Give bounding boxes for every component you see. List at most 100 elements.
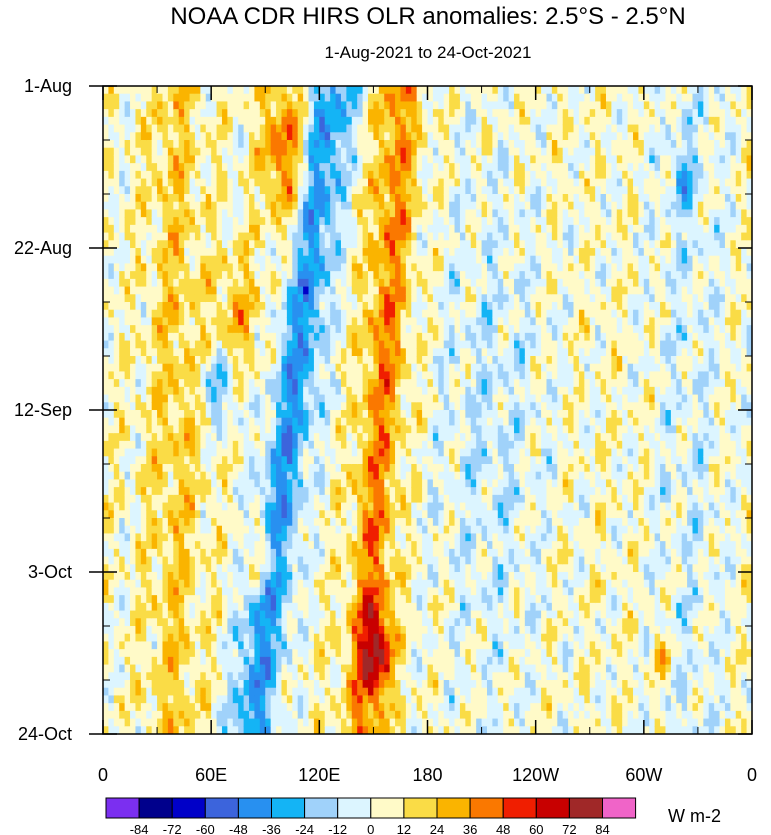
heat-cell (351, 132, 358, 141)
heat-cell (416, 86, 423, 95)
heat-cell (146, 587, 153, 596)
heat-cell (340, 109, 347, 118)
heat-cell (119, 379, 126, 388)
heat-cell (297, 263, 304, 272)
heat-cell (259, 325, 266, 334)
heat-cell (221, 217, 228, 226)
heat-cell (227, 209, 234, 218)
heat-cell (173, 471, 180, 481)
heat-cell (189, 302, 196, 311)
heat-cell (130, 510, 137, 519)
heat-cell (221, 579, 228, 589)
heat-cell (357, 263, 364, 272)
heat-cell (373, 448, 380, 457)
heat-cell (200, 402, 207, 411)
heat-cell (292, 363, 299, 373)
heat-cell (303, 294, 310, 303)
heat-cell (330, 371, 337, 380)
heat-cell (194, 132, 201, 141)
heat-cell (238, 348, 245, 357)
heat-cell (211, 494, 218, 504)
heat-cell (351, 502, 358, 511)
heat-cell (254, 703, 261, 712)
heat-cell (319, 356, 326, 365)
heat-cell (189, 155, 196, 164)
heat-cell (113, 140, 120, 149)
heat-cell (157, 317, 164, 326)
heat-cell (400, 147, 407, 157)
heat-cell (189, 232, 196, 241)
heat-cell (346, 132, 353, 141)
heat-cell (124, 664, 131, 673)
heat-cell (157, 579, 164, 589)
heat-cell (378, 525, 385, 535)
heat-cell (281, 541, 288, 550)
heat-cell (259, 379, 266, 388)
heat-cell (173, 464, 180, 473)
heat-cell (308, 309, 315, 319)
heat-cell (292, 510, 299, 519)
heat-cell (281, 263, 288, 272)
heat-cell (124, 240, 131, 249)
heat-cell (362, 394, 369, 403)
heat-cell (173, 494, 180, 504)
heat-cell (227, 710, 234, 720)
heat-cell (130, 132, 137, 141)
heat-cell (335, 518, 342, 527)
heat-cell (362, 556, 369, 565)
heat-cell (205, 633, 212, 643)
heat-cell (286, 124, 293, 133)
heat-cell (405, 178, 412, 187)
heat-cell (249, 140, 256, 149)
heat-cell (357, 302, 364, 311)
heat-cell (189, 710, 196, 720)
heat-cell (286, 440, 293, 450)
heat-cell (384, 572, 391, 581)
heat-cell (130, 541, 137, 550)
heat-cell (113, 518, 120, 527)
heat-cell (259, 240, 266, 249)
heat-cell (103, 533, 110, 542)
heat-cell (319, 687, 326, 697)
heat-cell (340, 633, 347, 643)
heat-cell (243, 124, 250, 133)
heat-cell (330, 386, 337, 396)
heat-cell (340, 572, 347, 581)
heat-cell (184, 464, 191, 473)
heat-cell (297, 155, 304, 164)
heat-cell (324, 394, 331, 403)
heat-cell (238, 248, 245, 257)
heat-cell (281, 163, 288, 172)
heat-cell (276, 433, 283, 442)
heat-cell (259, 101, 266, 110)
heat-cell (259, 86, 266, 95)
heat-cell (357, 533, 364, 542)
heat-cell (119, 687, 126, 697)
heat-cell (173, 386, 180, 396)
heat-cell (405, 525, 412, 535)
heat-cell (151, 402, 158, 411)
heat-cell (146, 93, 153, 103)
heat-cell (297, 703, 304, 712)
heat-cell (270, 410, 277, 419)
heat-cell (238, 710, 245, 720)
heat-cell (270, 610, 277, 619)
heat-cell (368, 579, 375, 589)
heat-cell (395, 579, 402, 589)
heat-cell (340, 518, 347, 527)
heat-cell (146, 494, 153, 504)
heat-cell (178, 209, 185, 218)
heat-cell (119, 217, 126, 226)
heat-cell (281, 479, 288, 488)
heat-cell (200, 510, 207, 519)
heat-cell (167, 317, 174, 326)
heat-cell (400, 656, 407, 666)
heat-cell (135, 456, 142, 465)
heat-cell (135, 417, 142, 427)
heat-cell (400, 417, 407, 427)
heat-cell (259, 147, 266, 157)
heat-cell (324, 240, 331, 249)
heat-cell (184, 626, 191, 635)
heat-cell (157, 602, 164, 612)
heat-cell (178, 286, 185, 295)
